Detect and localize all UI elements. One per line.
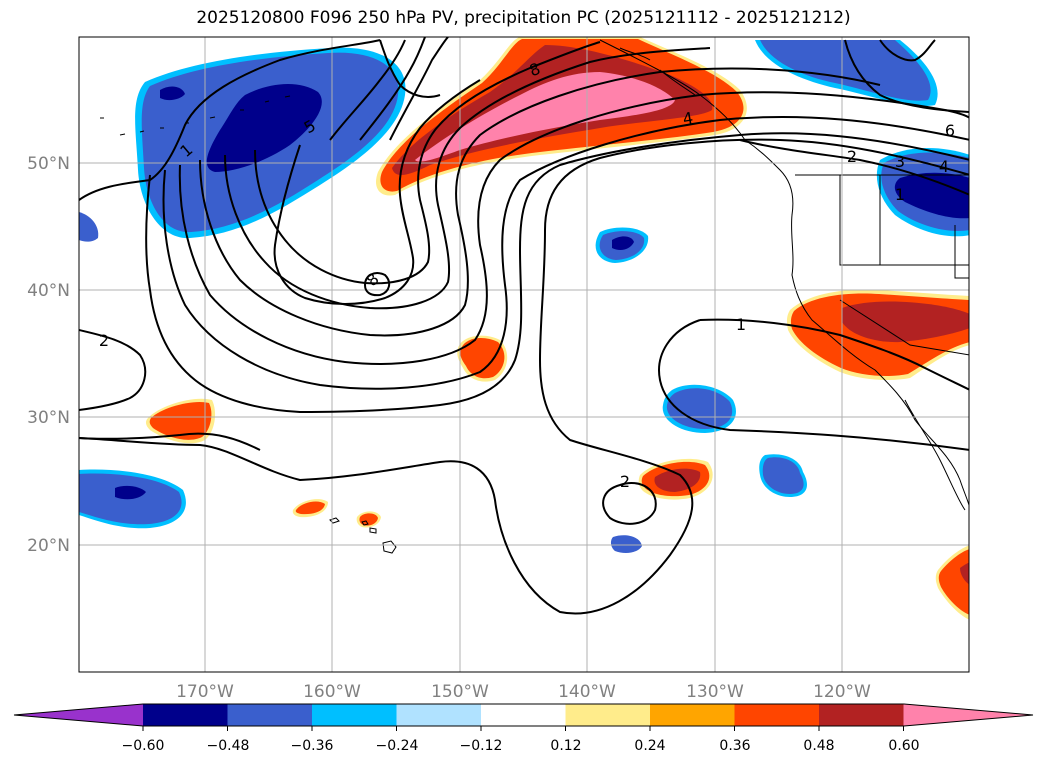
- cb-label-8: 0.48: [803, 738, 834, 754]
- lat-label-20n: 20°N: [27, 536, 70, 556]
- coast-north-america: [599, 39, 969, 507]
- warm-patch-hawaii-2-orange: [359, 513, 378, 526]
- contour-label-2c: 2: [620, 472, 630, 491]
- pv-contour-9: [273, 79, 481, 305]
- border-states-4: [839, 299, 969, 356]
- lon-label-130w: 130°W: [686, 682, 744, 702]
- lon-label-170w: 170°W: [176, 682, 234, 702]
- warm-patch-bottom-right-orange: [938, 549, 969, 615]
- warm-patch-central-orange: [460, 337, 505, 379]
- lat-label-50n: 50°N: [27, 154, 70, 174]
- border-states-3: [954, 225, 969, 279]
- cb-label-6: 0.24: [634, 738, 665, 754]
- colorbar-segment: [143, 704, 229, 726]
- colorbar-segment: [650, 704, 736, 726]
- pv-contour-8: [254, 41, 601, 285]
- blue-patch-small-south: [610, 535, 642, 554]
- pv-contour-small-40n: [363, 272, 391, 297]
- warm-patch-california-red: [842, 301, 969, 343]
- cb-label-3: −0.24: [376, 738, 419, 754]
- cb-label-5: 0.12: [550, 738, 581, 754]
- pv-contour-2b: [79, 432, 261, 451]
- blue-patch-east-edge-core: [894, 172, 969, 219]
- lat-label-40n: 40°N: [27, 281, 70, 301]
- contour-label-2a: 2: [847, 147, 857, 166]
- colorbar-segment: [312, 704, 398, 726]
- pv-contour-ne-1: [739, 139, 969, 196]
- contour-label-4b: 4: [939, 157, 949, 176]
- blue-patch-east-central-mid: [666, 388, 733, 429]
- latitude-labels: 50°N 40°N 30°N 20°N: [27, 154, 70, 556]
- cb-label-7: 0.36: [719, 738, 750, 754]
- contour-label-2b: 2: [99, 331, 109, 350]
- warm-patch-hawaii-1-orange: [295, 501, 325, 515]
- contour-label-6: 6: [945, 121, 955, 140]
- pv-contour-3: [145, 132, 969, 414]
- blue-patch-small-central-core: [612, 236, 634, 250]
- colorbar: −0.60 −0.48 −0.36 −0.24 −0.12 0.12 0.24 …: [13, 703, 1034, 754]
- lon-label-160w: 160°W: [303, 682, 361, 702]
- hawaii-islands: [329, 517, 397, 554]
- cb-label-4: −0.12: [460, 738, 503, 754]
- colorbar-segment: [481, 704, 567, 726]
- pv-contour-top-left: [379, 39, 441, 98]
- pv-contour-11: [359, 37, 426, 141]
- pv-contour-ne-2: [844, 39, 969, 113]
- pv-contour-4: [162, 115, 969, 390]
- pv-contours: [79, 37, 969, 615]
- blue-patch-southwest-core: [115, 485, 146, 500]
- pv-contour-ne-3: [879, 39, 936, 62]
- pv-contour-2a: [79, 329, 147, 411]
- warm-patch-west-orange: [149, 401, 212, 440]
- pv-contour-5: [178, 91, 969, 365]
- map-layers: 1 5 8 8 4 2 3 4 6 1 2 1 2: [79, 37, 969, 672]
- pv-contour-labels: 1 5 8 8 4 2 3 4 6 1 2 1 2: [99, 59, 955, 491]
- figure-title: 2025120800 F096 250 hPa PV, precipitatio…: [196, 8, 851, 28]
- lon-label-120w: 120°W: [813, 682, 871, 702]
- pv-contour-6: [199, 67, 881, 337]
- warm-patch-bottom-right-red: [960, 562, 969, 585]
- colorbar-segment: [227, 704, 313, 726]
- border-states-1: [839, 175, 969, 266]
- map-frame: [78, 36, 970, 673]
- contour-label-1b: 1: [736, 315, 746, 334]
- blue-patch-north-east-mid: [760, 40, 931, 101]
- colorbar-segment: [565, 704, 651, 726]
- colorbar-extend-high: [903, 704, 1033, 726]
- lon-label-140w: 140°W: [558, 682, 616, 702]
- gridlines: [79, 37, 969, 672]
- colorbar-labels: −0.60 −0.48 −0.36 −0.24 −0.12 0.12 0.24 …: [122, 738, 920, 754]
- blue-patch-west-edge: [79, 212, 99, 242]
- colorbar-segment: [396, 704, 482, 726]
- pv-contour-7: [224, 47, 711, 310]
- pv-contour-10: [329, 39, 406, 141]
- pv-contour-1: [79, 39, 381, 201]
- longitude-labels: 170°W 160°W 150°W 140°W 130°W 120°W: [176, 682, 871, 702]
- pv-contour-east-1: [658, 318, 969, 451]
- pv-contour-east-2: [602, 482, 657, 525]
- colorbar-extend-low: [14, 704, 143, 726]
- cb-label-2: −0.36: [291, 738, 334, 754]
- pv-contour-outer: [79, 138, 969, 615]
- cb-label-9: 0.60: [888, 738, 919, 754]
- pv-contour-12: [389, 37, 449, 141]
- blue-patch-northwest-core2: [160, 86, 185, 101]
- blue-patch-southeast-mid: [762, 457, 804, 494]
- colorbar-segment: [819, 704, 905, 726]
- blue-patch-northwest-core: [206, 84, 322, 172]
- colorbar-segments: [14, 704, 1033, 726]
- colorbar-ticks: [142, 726, 904, 731]
- contour-label-1c: 1: [895, 185, 905, 204]
- lat-label-30n: 30°N: [27, 408, 70, 428]
- contour-label-4a: 4: [681, 108, 694, 128]
- colorbar-segment: [734, 704, 820, 726]
- warm-band-gulf-alaska-pink: [415, 72, 675, 162]
- cb-label-0: −0.60: [122, 738, 165, 754]
- lon-label-150w: 150°W: [431, 682, 489, 702]
- contour-label-3: 3: [895, 152, 905, 171]
- cb-label-1: −0.48: [207, 738, 250, 754]
